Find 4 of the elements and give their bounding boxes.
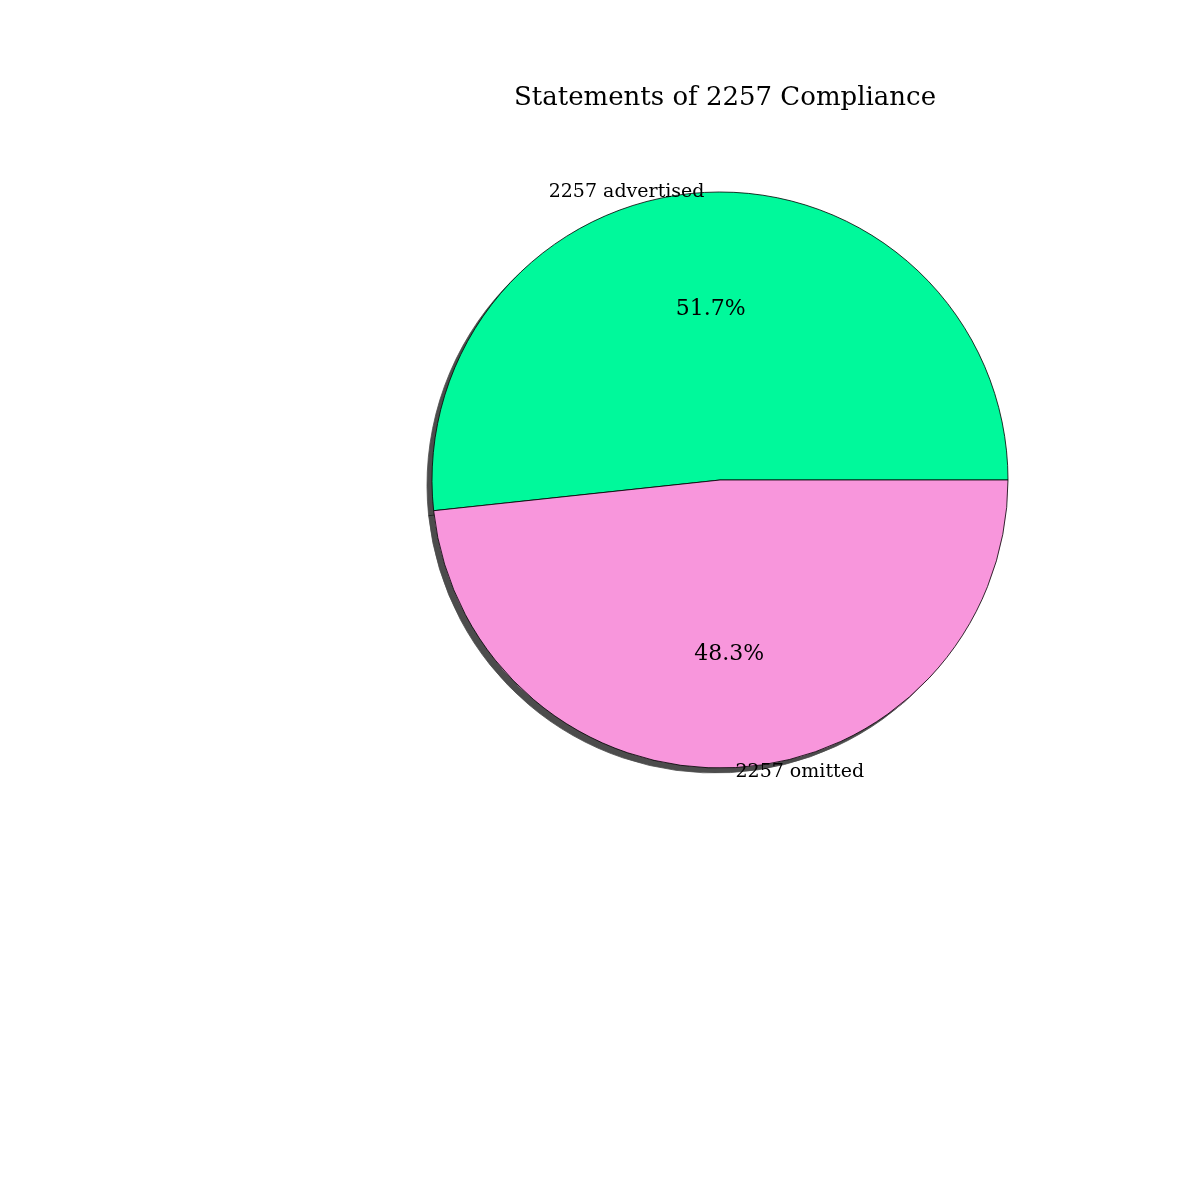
data-label: 51.7% — [675, 294, 746, 320]
slice-label: 2257 advertised — [548, 179, 705, 202]
data-label: 48.3% — [694, 640, 765, 666]
chart-title: Statements of 2257 Compliance — [513, 81, 937, 111]
